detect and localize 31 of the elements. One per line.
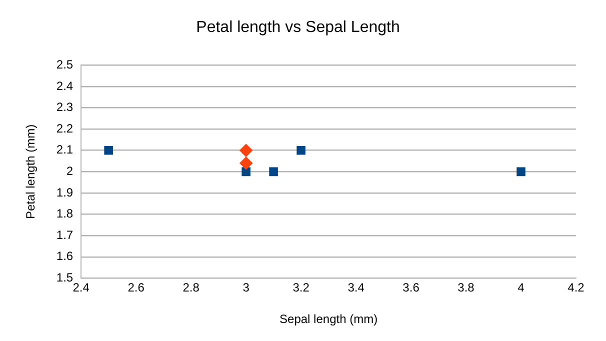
y-tick-label: 1.8	[56, 206, 74, 221]
y-tick-label: 2	[66, 164, 74, 178]
point	[269, 167, 278, 176]
y-axis-title: Petal length (mm)	[24, 124, 38, 220]
point	[240, 144, 253, 157]
y-tick-label: 1.5	[56, 270, 74, 285]
point	[104, 146, 113, 155]
y-tick-label: 1.7	[56, 228, 74, 242]
point	[516, 167, 526, 176]
x-tick-label: 3.8	[458, 280, 475, 295]
y-tick-label: 2.5	[56, 58, 74, 72]
x-tick-label: 2.8	[182, 280, 200, 295]
x-tick-label: 3.2	[292, 280, 310, 295]
x-tick-label: 4.2	[568, 280, 585, 295]
y-tick-label: 2.1	[56, 142, 74, 157]
x-tick-label: 4	[518, 280, 525, 295]
point	[240, 156, 253, 170]
x-axis-title: Sepal length (mm)	[280, 312, 378, 326]
y-tick-label: 2.2	[56, 121, 74, 136]
x-tick-label: 2.6	[128, 280, 145, 295]
x-tick-label: 3.6	[402, 280, 420, 295]
chart-title: Petal length vs Sepal Length	[196, 19, 400, 36]
point	[242, 167, 250, 176]
y-tick-label: 1.9	[56, 185, 74, 200]
x-tick-label: 2.4	[72, 280, 90, 295]
x-tick-label: 3	[242, 280, 250, 295]
y-tick-label: 1.6	[56, 249, 74, 264]
y-tick-label: 2.4	[56, 78, 74, 93]
point	[296, 146, 306, 155]
x-tick-label: 3.4	[348, 280, 365, 295]
y-tick-label: 2.3	[56, 100, 74, 114]
